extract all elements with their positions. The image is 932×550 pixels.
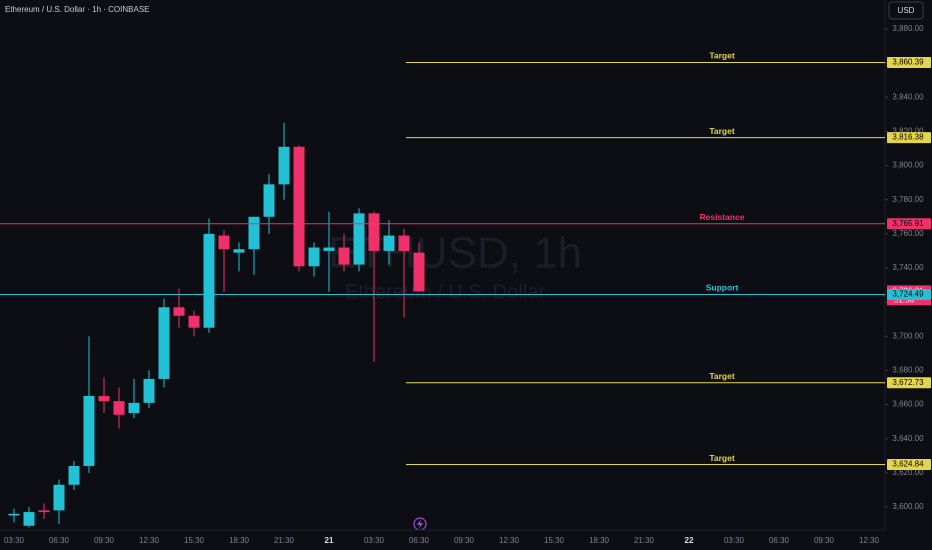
candle-body [293,146,305,267]
level-name: Support [706,283,739,293]
candle-body [203,233,215,328]
level-price-label: 3,624.84 [892,460,924,469]
candle-body [38,510,50,513]
x-tick-label: 06:30 [409,536,430,545]
level-name: Resistance [700,212,745,222]
candle-body [338,247,350,265]
y-tick-label: 3,780.00 [892,195,924,204]
candle-body [398,235,410,251]
level-price-box [887,377,931,389]
candle-body [113,401,125,415]
y-tick-label: 3,740.00 [892,263,924,272]
candle-body [323,247,335,251]
candle-body [218,235,230,250]
candle-body [278,146,290,185]
candle-body [83,396,95,466]
x-tick-label: 06:30 [769,536,790,545]
candle-body [383,235,395,251]
y-tick-label: 3,800.00 [892,161,924,170]
level-price-label: 3,724.49 [892,290,924,299]
candle-body [158,307,170,379]
candle-body [98,396,110,402]
candle-body [233,249,245,253]
x-tick-label: 12:30 [139,536,160,545]
y-tick-label: 3,840.00 [892,92,924,101]
y-tick-label: 3,760.00 [892,229,924,238]
level-name: Target [709,371,735,381]
x-tick-label: 18:30 [589,536,610,545]
candle-body [353,213,365,265]
candle-body [143,378,155,403]
y-tick-label: 3,660.00 [892,400,924,409]
x-tick-label: 03:30 [4,536,25,545]
x-tick-label: 06:30 [49,536,70,545]
candle-body [23,512,35,526]
y-tick-label: 3,600.00 [892,502,924,511]
level-price-label: 3,860.39 [892,58,924,67]
x-tick-label: 22 [685,536,694,545]
x-tick-label: 21 [325,536,334,545]
candle-body [413,252,425,292]
x-tick-label: 12:30 [859,536,880,545]
x-tick-label: 21:30 [274,536,295,545]
level-price-label: 3,765.91 [892,219,924,228]
candle-body [263,184,275,217]
x-tick-label: 09:30 [814,536,835,545]
y-tick-label: 3,880.00 [892,24,924,33]
x-tick-label: 09:30 [454,536,475,545]
candle-body [68,465,80,485]
currency-label: USD [898,6,915,15]
watermark-symbol: ETHUSD, 1h [328,229,582,278]
watermark-description: Ethereum / U.S. Dollar [345,281,545,303]
candle-body [188,315,200,328]
level-price-label: 3,672.73 [892,378,924,387]
level-name: Target [709,453,735,463]
y-tick-label: 3,640.00 [892,434,924,443]
candle-body [173,307,185,316]
y-tick-label: 3,680.00 [892,366,924,375]
x-tick-label: 15:30 [184,536,205,545]
icon-bolt [417,519,423,529]
y-tick-label: 3,820.00 [892,127,924,136]
level-price-box [887,132,931,144]
candle-body [248,216,260,250]
x-tick-label: 09:30 [94,536,115,545]
y-tick-label: 3,700.00 [892,331,924,340]
x-tick-label: 03:30 [724,536,745,545]
level-price-box [887,459,931,471]
candle-body [368,213,380,251]
level-name: Target [709,51,735,61]
level-price-box [887,218,931,230]
x-tick-label: 12:30 [499,536,520,545]
x-tick-label: 03:30 [364,536,385,545]
x-tick-label: 18:30 [229,536,250,545]
x-tick-label: 15:30 [544,536,565,545]
chart-title: Ethereum / U.S. Dollar · 1h · COINBASE [5,5,150,14]
candle-body [308,247,320,267]
y-tick-label: 3,620.00 [892,468,924,477]
level-price-box [887,288,931,300]
level-name: Target [709,126,735,136]
level-price-label: 3,816.38 [892,133,924,142]
candle-body [53,484,65,511]
countdown-label: 31:56 [894,295,915,304]
level-price-box [887,56,931,68]
candle-body [128,402,140,414]
x-tick-label: 21:30 [634,536,655,545]
currency-button[interactable] [888,1,924,20]
candle-body [8,513,20,516]
